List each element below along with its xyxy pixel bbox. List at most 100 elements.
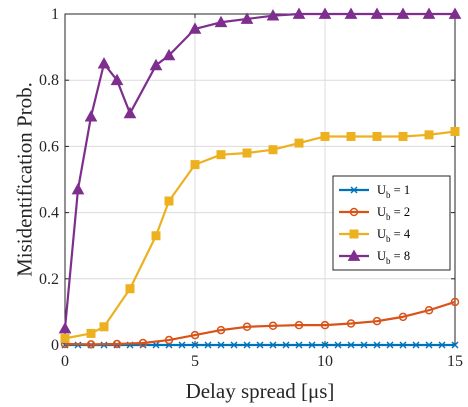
data-point (373, 341, 381, 349)
legend-entry: Ub = 2 (339, 205, 410, 222)
data-point (334, 341, 342, 349)
data-point (320, 131, 330, 141)
x-marker-stroke (191, 341, 199, 349)
data-point (399, 341, 407, 349)
x-marker-stroke (230, 341, 238, 349)
data-point (318, 7, 332, 19)
legend-entry: Ub = 1 (339, 183, 410, 200)
y-tick-label: 0.8 (39, 72, 59, 89)
data-point (164, 196, 174, 206)
data-point (151, 231, 161, 241)
data-point (86, 328, 96, 338)
data-point (347, 341, 355, 349)
data-point (451, 341, 459, 349)
x-marker-stroke (269, 341, 277, 349)
x-marker-stroke (425, 341, 433, 349)
x-marker-stroke (256, 341, 264, 349)
data-point (97, 57, 111, 69)
data-point (138, 338, 148, 348)
data-point (178, 341, 186, 349)
x-marker-stroke (451, 341, 459, 349)
data-point (214, 15, 228, 28)
y-tick-label: 0 (51, 337, 59, 354)
data-point (294, 320, 304, 330)
series-lines (58, 7, 462, 349)
x-marker-stroke (204, 341, 212, 349)
data-point (188, 22, 202, 34)
series-3 (60, 127, 460, 343)
x-marker-stroke (412, 341, 420, 349)
x-marker-stroke (308, 341, 316, 349)
data-point (422, 7, 436, 19)
y-tick-label: 1 (51, 6, 59, 23)
series-4 (58, 7, 462, 334)
x-tick-label: 10 (317, 353, 333, 370)
x-axis-label: Delay spread [μs] (186, 379, 335, 403)
x-marker-stroke (243, 341, 251, 349)
data-point (396, 7, 410, 19)
data-point (216, 325, 226, 335)
data-point (295, 341, 303, 349)
x-marker-stroke (373, 341, 381, 349)
x-marker-stroke (386, 341, 394, 349)
data-point (372, 131, 382, 141)
data-point (256, 341, 264, 349)
data-point (424, 130, 434, 140)
data-point (152, 341, 160, 349)
data-point (412, 341, 420, 349)
data-point (58, 321, 72, 334)
x-marker-stroke (350, 186, 358, 194)
data-point (360, 341, 368, 349)
x-marker-stroke (438, 341, 446, 349)
data-point (162, 48, 176, 61)
x-marker-stroke (178, 341, 186, 349)
data-point (216, 150, 226, 160)
data-point (398, 312, 408, 322)
data-point (346, 319, 356, 328)
data-point (448, 7, 462, 19)
data-point (294, 138, 304, 148)
x-marker-stroke (360, 341, 368, 349)
y-tick-label: 0.4 (39, 205, 59, 222)
data-point (243, 341, 251, 349)
legend-label: Ub = 8 (377, 249, 410, 266)
data-point (268, 321, 278, 331)
x-marker-stroke (321, 341, 329, 349)
legend-marker (349, 207, 359, 217)
data-point (242, 148, 252, 158)
data-point (242, 322, 252, 332)
data-point (425, 341, 433, 349)
x-tick-label: 15 (447, 353, 463, 370)
legend-entry: Ub = 8 (339, 249, 410, 266)
legend-entry: Ub = 4 (339, 227, 411, 244)
data-point (123, 106, 137, 119)
data-point (398, 131, 408, 141)
data-point (71, 182, 85, 195)
data-point (84, 110, 98, 122)
legend: Ub = 1 Ub = 2 Ub = 4 Ub = 8 (332, 175, 451, 271)
data-point (321, 341, 329, 349)
data-point (346, 131, 356, 141)
data-point (282, 341, 290, 349)
legend-marker (349, 229, 359, 239)
data-point (217, 341, 225, 349)
data-point (240, 12, 254, 24)
y-axis-label: Misidentification Prob. (12, 82, 36, 277)
series-2 (60, 297, 460, 349)
data-point (372, 316, 382, 326)
data-point (99, 322, 109, 332)
data-point (386, 341, 394, 349)
data-point (320, 320, 330, 330)
data-point (450, 127, 460, 137)
data-point (149, 58, 163, 71)
legend-label: Ub = 4 (377, 227, 411, 244)
y-tick-label: 0.6 (39, 138, 59, 155)
x-marker-stroke (152, 341, 160, 349)
legend-marker (350, 186, 358, 194)
series-1 (61, 341, 459, 349)
x-tick-label: 0 (61, 353, 69, 370)
data-point (110, 73, 124, 86)
x-marker-stroke (295, 341, 303, 349)
